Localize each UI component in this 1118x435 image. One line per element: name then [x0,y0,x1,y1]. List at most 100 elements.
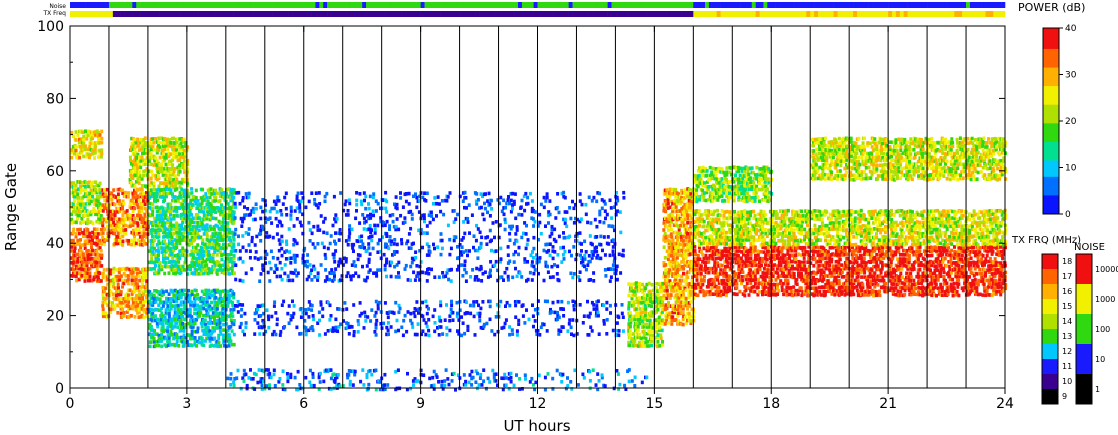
echo-cell [209,314,213,319]
echo-cell [128,216,132,221]
echo-cell [362,216,366,221]
echo-cell [116,303,120,308]
echo-cell [163,187,167,192]
echo-cell [545,192,549,196]
echo-cell [133,195,137,200]
echo-cell [170,235,174,239]
echo-cell [223,335,227,340]
echo-cell [149,191,153,196]
echo-cell [179,231,183,236]
echo-cell [243,311,247,316]
echo-cell [333,239,336,244]
echo-cell [72,268,75,272]
echo-cell [174,180,178,185]
echo-cell [274,202,278,206]
echo-cell [427,245,431,249]
echo-cell [594,383,598,387]
txfreq-cell [327,11,332,17]
echo-cell [94,256,98,261]
echo-cell [223,205,227,210]
echo-cell [152,154,156,159]
echo-cell [197,259,201,264]
echo-cell [230,230,234,235]
echo-cell [492,375,496,380]
echo-cell [284,257,288,261]
echo-cell [526,195,530,200]
noise-cell [455,2,460,8]
echo-cell [99,155,103,159]
txfreq-cell [911,11,916,17]
echo-cell [94,231,98,236]
echo-region-5 [128,136,190,189]
noise-cell [716,2,721,8]
echo-cell [486,235,490,239]
echo-cell [148,299,151,304]
echo-cell [150,231,154,235]
txfreq-cell [853,11,858,17]
echo-cell [91,230,95,235]
echo-cell [98,214,102,218]
echo-cell [175,148,179,152]
echo-cell [291,278,295,283]
echo-cell [197,340,201,345]
echo-cell [157,148,161,152]
echo-cell [325,231,329,235]
echo-cell [352,260,356,264]
echo-cell [253,332,257,336]
echo-cell [546,270,550,274]
echo-cell [404,199,408,204]
echo-cell [218,293,222,297]
echo-cell [187,202,191,207]
echo-cell [570,387,574,391]
echo-cell [514,266,517,271]
echo-cell [421,329,425,333]
noise-cell [595,2,601,8]
echo-cell [142,271,145,276]
echo-cell [520,198,524,203]
echo-cell [186,183,189,188]
echo-cell [365,373,369,377]
echo-cell [338,228,342,232]
echo-cell [228,336,232,340]
echo-cell [359,379,363,384]
echo-cell [232,249,236,253]
echo-cell [285,213,289,217]
echo-cell [578,192,582,196]
echo-cell [301,260,305,265]
echo-cell [236,310,240,314]
echo-cell [166,209,169,213]
echo-cell [71,263,75,267]
echo-cell [318,333,322,337]
noise-cell [112,2,118,8]
echo-cell [130,145,133,150]
txfreq-cell [666,11,671,17]
echo-cell [293,268,297,273]
echo-cell [99,214,103,218]
echo-cell [485,242,489,246]
echo-cell [173,224,177,228]
echo-cell [136,296,140,300]
txfreq-cell [159,11,164,17]
echo-cell [197,263,201,267]
echo-cell [538,333,542,337]
noise-cell [136,2,141,8]
echo-cell [166,231,170,236]
echo-cell [167,224,171,229]
echo-cell [281,369,285,373]
txfreq-cell [923,11,928,17]
echo-cell [549,307,552,312]
noise-cell [393,2,398,8]
echo-cell [73,260,77,264]
echo-cell [91,148,94,153]
echo-cell [468,373,472,377]
echo-cell [184,224,188,229]
echo-cell [523,321,527,325]
echo-cell [164,187,168,191]
echo-cell [172,144,176,148]
echo-cell [99,205,103,210]
echo-cell [608,303,612,308]
echo-cell [164,177,168,182]
echo-cell [180,328,183,333]
echo-cell [243,213,247,217]
echo-cell [142,173,146,178]
